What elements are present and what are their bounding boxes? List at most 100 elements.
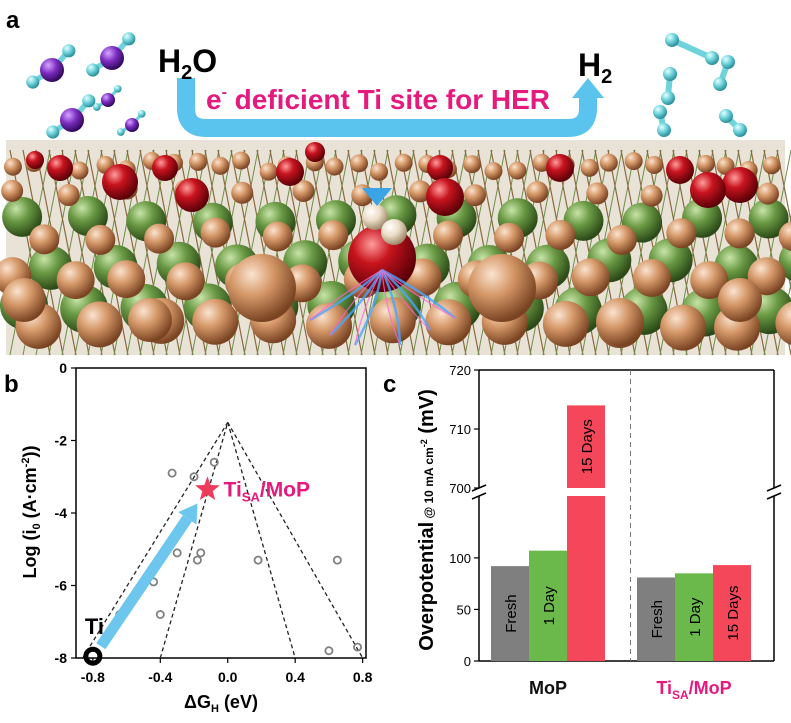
mo-atom	[645, 155, 664, 174]
y-tick-label: -6	[55, 578, 68, 594]
o-atom	[60, 108, 84, 132]
y-tick-label: 50	[457, 602, 471, 617]
o-atom	[100, 46, 124, 70]
data-point	[209, 457, 219, 467]
mo-atom	[690, 261, 729, 300]
y-tick-label: 710	[449, 422, 471, 437]
data-point	[253, 555, 263, 565]
bar	[529, 550, 567, 661]
y-tick-label: 700	[449, 481, 471, 496]
volcano-line	[227, 422, 364, 659]
mo-atom	[606, 224, 637, 255]
bar-label: 1 Day	[541, 586, 558, 626]
hh-bond	[670, 37, 714, 61]
mo-atom	[571, 258, 610, 297]
mo-atom	[526, 180, 549, 203]
h-atom	[663, 67, 677, 81]
volcano-line	[82, 422, 229, 659]
group-label-tisa-mop: TiSA/MoP	[656, 678, 731, 702]
mo-atom	[463, 184, 486, 207]
adsorbed-h-atom	[381, 219, 407, 245]
p-atom	[748, 198, 789, 239]
down-arrow-head	[362, 188, 392, 206]
panel-a: a H2O H2 e- deficient Ti site for HER	[0, 7, 791, 356]
mo-atom	[778, 221, 791, 251]
mo-atom	[292, 180, 315, 203]
reactant-label: H2O	[158, 43, 217, 84]
mo-atom	[200, 217, 231, 248]
h-atom	[82, 94, 96, 108]
h-atom	[46, 125, 60, 139]
bar	[491, 566, 529, 661]
mo-atom	[369, 297, 416, 344]
bar	[675, 573, 713, 661]
electron-flow	[381, 268, 456, 319]
x-axis-label-b: ΔGH (eV)	[184, 692, 258, 715]
electron-flow	[380, 269, 402, 346]
data-point	[196, 548, 206, 558]
y-tick-label: 0	[59, 360, 67, 376]
y-tick-label: -8	[55, 650, 68, 666]
panel-b: b -0.8 -0.4 0.0 0.4 0.8 0 -2 -4 -6 -8 Ti TiSA/MoP…	[4, 360, 373, 715]
mo-atom	[1, 179, 24, 202]
mo-atom	[128, 298, 172, 342]
water-molecules	[26, 32, 146, 139]
h-atom	[661, 91, 675, 105]
electron-flow	[354, 269, 383, 346]
mo-atom	[433, 220, 464, 251]
panel-label-a: a	[6, 7, 20, 34]
volcano-line	[227, 422, 296, 659]
mo-atom	[724, 218, 755, 249]
axis-ticks-c: 0 50 100 700 710 720	[449, 363, 479, 669]
mo-atom	[228, 254, 296, 322]
bar	[713, 565, 751, 661]
mo-atom	[259, 162, 278, 181]
mo-atom	[580, 158, 599, 177]
h-atom	[92, 103, 101, 111]
panel-label-b: b	[4, 371, 19, 398]
h-atom	[665, 33, 679, 47]
mo-atom	[76, 301, 123, 348]
ti-atom	[102, 164, 138, 200]
ti-atom	[305, 142, 325, 162]
bar-label: 1 Day	[687, 597, 704, 637]
o-atom	[125, 118, 139, 132]
electron-flow	[309, 269, 383, 321]
ti-label: Ti	[85, 614, 104, 639]
mo-atom	[494, 222, 525, 253]
mo-atom	[468, 254, 536, 322]
mo-atom	[596, 298, 644, 346]
h-atom	[113, 84, 122, 93]
x-tick-label: 0.4	[285, 669, 305, 685]
data-point	[324, 646, 334, 656]
ti-atom	[546, 154, 574, 182]
ti-atom	[690, 172, 726, 208]
h-atom	[705, 51, 719, 65]
h-atom	[62, 44, 76, 58]
mo-atom	[262, 221, 293, 252]
bar-label: Fresh	[503, 594, 520, 632]
mo-atom	[425, 299, 472, 346]
mo-atom	[232, 151, 251, 170]
mo-atom	[640, 184, 663, 207]
mo-atom	[57, 184, 80, 207]
panel-c: c Fresh 1 Day 15 Days Fresh 1 Day 15 Days 0 50…	[383, 363, 782, 702]
ti-atom	[26, 151, 44, 169]
mo-atom	[586, 182, 609, 205]
bar-lower-segment	[567, 496, 605, 661]
x-tick-label: 0.8	[353, 669, 373, 685]
improvement-arrow-head	[178, 503, 198, 525]
volcano-lines	[82, 422, 364, 659]
h-atom	[122, 32, 136, 46]
mo-atom	[325, 157, 344, 176]
tisa-mop-star	[195, 476, 220, 500]
ti-atom	[47, 155, 73, 181]
electron-flow	[381, 269, 401, 346]
mo-atom	[666, 218, 697, 249]
h-atom	[26, 75, 40, 89]
bar-upper-segment	[567, 405, 605, 488]
mo-atom	[107, 260, 146, 299]
mo-atom	[632, 259, 671, 298]
ti-atom	[722, 167, 758, 203]
mo-atom	[144, 223, 175, 254]
